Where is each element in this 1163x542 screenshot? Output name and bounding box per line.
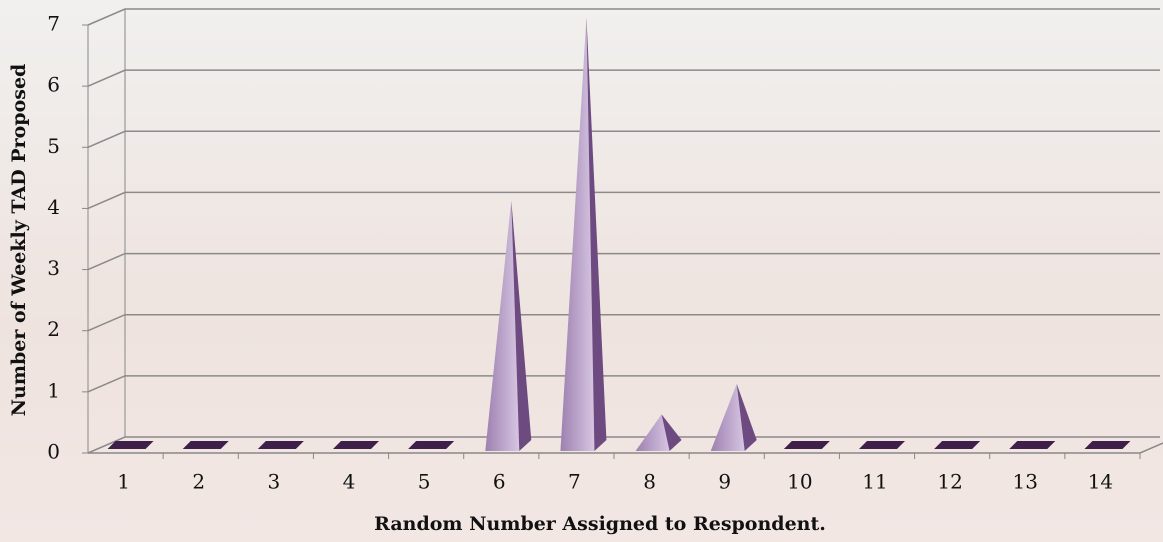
- y-axis-title: Number of Weekly TAD Proposed: [8, 64, 30, 417]
- pyramid-front: [710, 383, 745, 451]
- pyramid-side: [736, 383, 757, 451]
- x-tick-label: 7: [568, 470, 581, 494]
- pyramid-base: [934, 441, 981, 449]
- pyramid-base: [1009, 441, 1056, 449]
- x-tick-label: 14: [1088, 470, 1113, 494]
- x-tick-label: 9: [718, 470, 731, 494]
- y-tick-label: 5: [47, 134, 60, 158]
- grid-line: [87, 130, 1160, 148]
- pyramid: [333, 441, 379, 449]
- x-tick-label: 12: [937, 470, 962, 494]
- pyramid-side: [586, 17, 607, 451]
- x-tick-label: 8: [643, 470, 656, 494]
- y-tick-label: 4: [47, 195, 60, 219]
- pyramid: [182, 441, 229, 449]
- x-tick-label: 1: [117, 470, 130, 494]
- y-tick-label: 6: [47, 73, 60, 97]
- x-tick-label: 4: [343, 470, 356, 494]
- pyramid: [1009, 441, 1056, 449]
- pyramid: [485, 200, 532, 451]
- pyramid-base: [333, 441, 379, 449]
- y-tick-label: 3: [47, 256, 60, 280]
- pyramid: [635, 414, 682, 451]
- pyramid-base: [107, 441, 154, 449]
- grid-line: [87, 8, 1160, 26]
- grid-line: [87, 313, 1160, 332]
- grid-line: [87, 436, 1160, 454]
- pyramid-base: [257, 441, 304, 449]
- grid-line: [87, 191, 1160, 210]
- x-tick-label: 3: [267, 470, 280, 494]
- grid-line: [87, 69, 1160, 87]
- x-tick-label: 2: [192, 470, 205, 494]
- pyramid: [783, 441, 830, 449]
- y-tick-label: 1: [47, 378, 60, 402]
- y-tick-label: 2: [47, 317, 60, 341]
- grid-line: [87, 252, 1160, 271]
- x-tick-label: 6: [493, 470, 506, 494]
- pyramid: [560, 17, 607, 451]
- pyramid: [408, 441, 455, 449]
- pyramid: [859, 441, 905, 449]
- y-tick-label: 7: [47, 12, 60, 36]
- pyramid-base: [783, 441, 830, 449]
- pyramid: [710, 383, 757, 451]
- pyramid: [107, 441, 154, 449]
- pyramid: [1084, 441, 1131, 449]
- pyramid: [934, 441, 981, 449]
- pyramid-base: [1084, 441, 1131, 449]
- pyramid-base: [859, 441, 905, 449]
- pyramid-front: [635, 414, 670, 451]
- pyramid-front: [485, 200, 520, 451]
- pyramid-side: [511, 200, 532, 451]
- pyramid-side: [661, 414, 682, 451]
- x-tick-label: 10: [787, 470, 812, 494]
- x-tick-label: 13: [1013, 470, 1038, 494]
- pyramid: [257, 441, 304, 449]
- pyramid-base: [182, 441, 229, 449]
- x-tick-label: 11: [862, 470, 887, 494]
- pyramid-base: [408, 441, 455, 449]
- x-axis-title: Random Number Assigned to Respondent.: [374, 513, 826, 535]
- x-tick-label: 5: [418, 470, 431, 494]
- pyramid-front: [560, 17, 595, 451]
- grid-line: [87, 375, 1160, 393]
- y-tick-label: 0: [47, 440, 60, 464]
